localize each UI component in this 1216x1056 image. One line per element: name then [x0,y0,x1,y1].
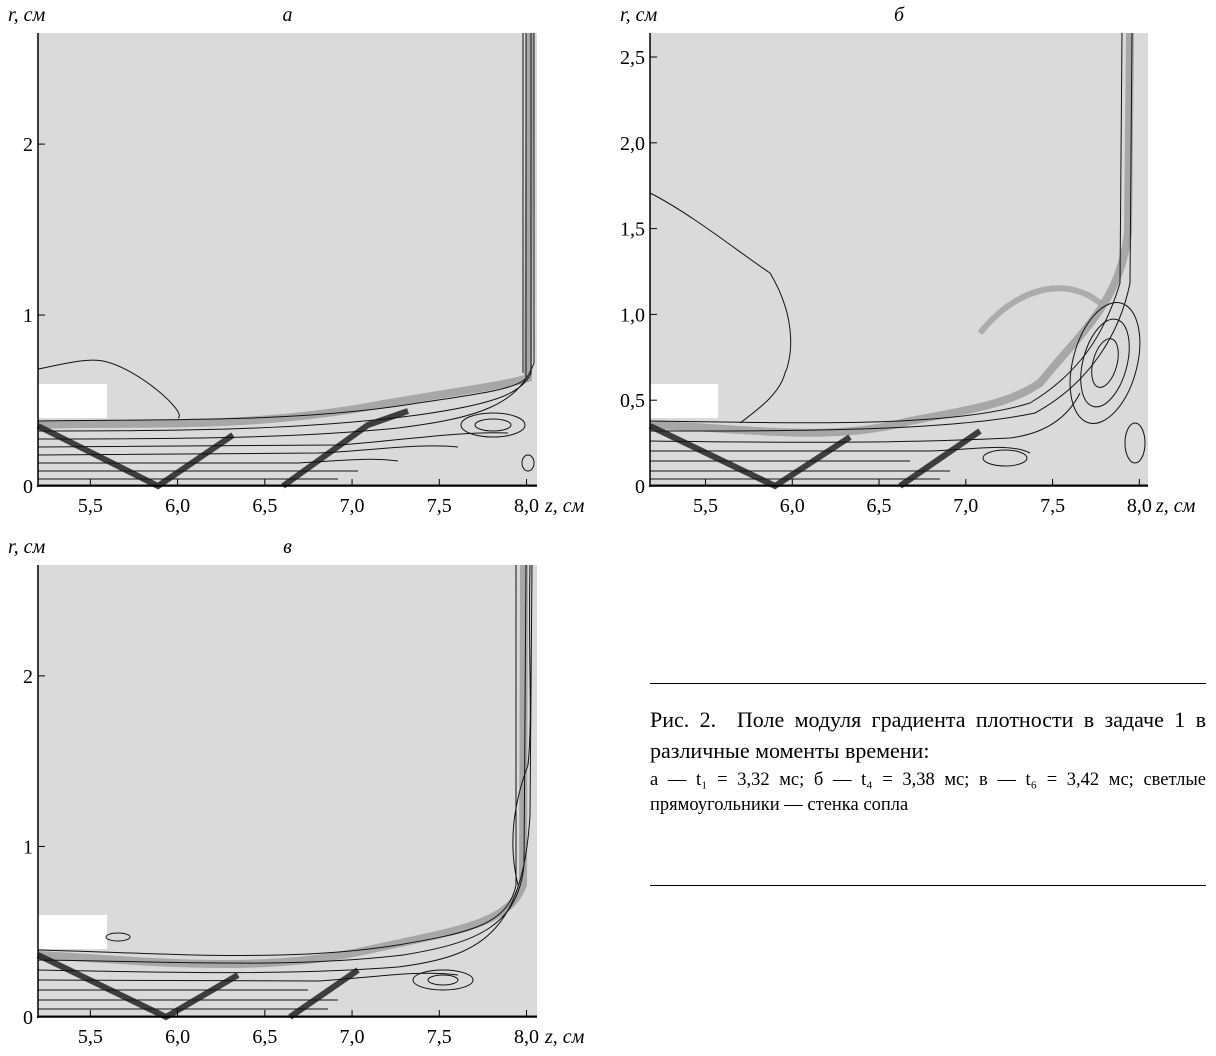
x-tick-label: 8,0 [514,495,539,517]
y-tick-label: 0 [23,476,33,498]
caption-text: Поле модуля градиента плотности в задаче… [650,707,1206,763]
z-axis-label: z, см [1155,495,1196,517]
caption-number: Рис. 2. [650,707,717,732]
x-tick-label: 5,5 [78,1026,103,1048]
y-tick-label: 1 [23,836,33,858]
y-tick-label: 1,0 [620,304,645,326]
y-tick-label: 0,5 [620,390,645,412]
caption-rule [650,683,1206,684]
y-tick-label: 0 [23,1007,33,1029]
y-tick-label: 2,0 [620,133,645,155]
r-axis-label: r, см [8,4,45,26]
z-axis-label: z, см [544,495,585,517]
x-tick-label: 6,5 [867,495,892,517]
y-tick-label: 2 [23,134,33,156]
x-tick-label: 7,5 [427,1026,452,1048]
x-tick-label: 7,0 [340,1026,365,1048]
x-tick-label: 6,5 [252,495,277,517]
r-axis-label: r, см [8,536,45,558]
x-tick-label: 7,5 [1040,495,1065,517]
x-tick-label: 6,5 [252,1026,277,1048]
panel-label: а [283,4,293,26]
x-tick-label: 7,0 [953,495,978,517]
y-tick-label: 0 [635,476,645,498]
x-tick-label: 7,5 [427,495,452,517]
y-tick-label: 2 [23,666,33,688]
x-tick-label: 5,5 [78,495,103,517]
y-tick-label: 1,5 [620,219,645,241]
x-tick-label: 6,0 [165,1026,190,1048]
x-tick-label: 8,0 [1127,495,1152,517]
x-tick-label: 7,0 [340,495,365,517]
panel-label: в [283,536,292,558]
y-tick-label: 2,5 [620,47,645,69]
panel-label: б [894,4,905,26]
field-image [38,565,537,1017]
r-axis-label: r, см [620,4,657,26]
x-tick-label: 5,5 [693,495,718,517]
caption-rule [650,885,1206,886]
x-tick-label: 8,0 [514,1026,539,1048]
x-tick-label: 6,0 [165,495,190,517]
x-tick-label: 6,0 [780,495,805,517]
y-tick-label: 1 [23,305,33,327]
caption-details: а — t₁ = 3,32 мс; б — t₄ = 3,38 мс; в — … [650,770,1206,815]
z-axis-label: z, см [544,1026,585,1048]
caption-main: Рис. 2. Поле модуля градиента плотности … [650,704,1206,766]
caption: Рис. 2. Поле модуля градиента плотности … [650,704,1206,818]
field-image [38,33,537,486]
field-image [650,33,1152,486]
